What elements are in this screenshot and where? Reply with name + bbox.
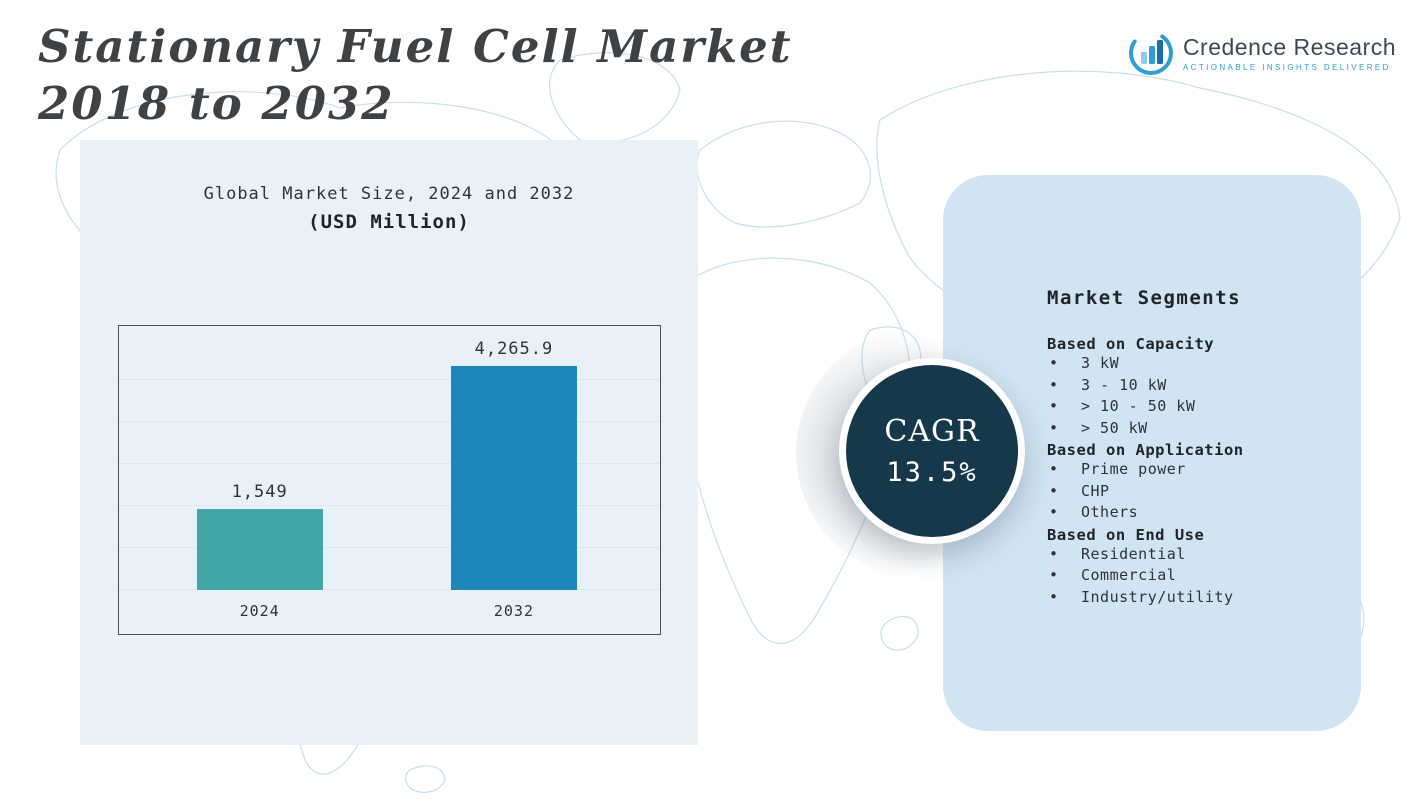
bar-category-label: 2032 xyxy=(493,602,534,620)
cagr-label: CAGR xyxy=(884,414,980,449)
bar-value-label: 4,265.9 xyxy=(474,339,554,359)
segment-item-label: > 10 - 50 kW xyxy=(1081,397,1196,415)
cagr-badge: CAGR 13.5% xyxy=(839,358,1025,544)
bar xyxy=(450,366,577,590)
segment-item: • > 50 kW xyxy=(1047,418,1325,440)
segment-item-label: Prime power xyxy=(1081,460,1186,478)
cagr-value: 13.5% xyxy=(886,457,978,488)
bar-chart: 1,549 2024 4,265.9 2032 xyxy=(118,325,661,635)
bullet-icon: • xyxy=(1049,566,1059,584)
bar-category-label: 2024 xyxy=(239,602,280,620)
bullet-icon: • xyxy=(1049,544,1059,563)
bar xyxy=(196,509,323,590)
segment-group-title: Based on Application xyxy=(1047,441,1244,459)
bar-plot: 1,549 2024 4,265.9 2032 xyxy=(119,339,660,620)
bullet-icon: • xyxy=(1049,503,1059,521)
page-title-line2: 2018 to 2032 xyxy=(38,77,395,130)
bar-value-label: 1,549 xyxy=(231,482,288,502)
segment-item: • > 10 - 50 kW xyxy=(1047,396,1325,418)
segment-item-label: Others xyxy=(1081,503,1139,521)
brand-logo: Credence Research Actionable Insights De… xyxy=(1128,30,1396,76)
bullet-icon: • xyxy=(1049,460,1059,478)
segment-item: • 3 kW xyxy=(1047,353,1325,375)
segment-item-label: CHP xyxy=(1081,481,1110,500)
market-size-panel: Global Market Size, 2024 and 2032 (USD M… xyxy=(80,140,698,745)
brand-tagline: Actionable Insights Delivered xyxy=(1182,63,1391,72)
segment-item-label: 3 kW xyxy=(1081,354,1120,372)
segment-item: • CHP xyxy=(1047,481,1325,503)
page-title: Stationary Fuel Cell Market 2018 to 2032 xyxy=(38,18,793,132)
segment-item: • Residential xyxy=(1047,544,1325,566)
segment-item-label: Industry/utility xyxy=(1081,587,1234,606)
segment-item: • Industry/utility xyxy=(1047,587,1325,609)
bullet-icon: • xyxy=(1049,354,1059,372)
segment-item: • 3 - 10 kW xyxy=(1047,375,1325,397)
bullet-icon: • xyxy=(1049,481,1059,500)
segment-item-label: Commercial xyxy=(1081,566,1177,584)
bullet-icon: • xyxy=(1049,375,1059,394)
bar-group: 1,549 2024 xyxy=(196,482,323,620)
bar-group: 4,265.9 2032 xyxy=(450,339,577,620)
segment-item: • Prime power xyxy=(1047,459,1325,481)
segment-item: • Others xyxy=(1047,502,1325,524)
bullet-icon: • xyxy=(1049,418,1059,437)
segment-group-title: Based on End Use xyxy=(1047,525,1205,544)
chart-title: Global Market Size, 2024 and 2032 xyxy=(203,184,575,204)
segment-groups: Based on Capacity • 3 kW • 3 - 10 kW • > 10 - … xyxy=(1047,335,1325,608)
page-title-line1: Stationary Fuel Cell Market xyxy=(38,20,793,73)
bullet-icon: • xyxy=(1049,397,1059,415)
segment-item-label: 3 - 10 kW xyxy=(1081,375,1167,394)
segment-item: • Commercial xyxy=(1047,565,1325,587)
chart-subtitle: (USD Million) xyxy=(308,211,470,233)
segments-heading: Market Segments xyxy=(1047,287,1242,309)
bar-chart-logo-icon xyxy=(1128,31,1173,75)
brand-name: Credence Research xyxy=(1182,34,1396,60)
segment-item-label: Residential xyxy=(1081,544,1186,563)
segment-item-label: > 50 kW xyxy=(1081,418,1148,437)
bullet-icon: • xyxy=(1049,587,1059,606)
segment-group-title: Based on Capacity xyxy=(1047,335,1215,353)
brand-text: Credence Research Actionable Insights De… xyxy=(1183,34,1396,72)
